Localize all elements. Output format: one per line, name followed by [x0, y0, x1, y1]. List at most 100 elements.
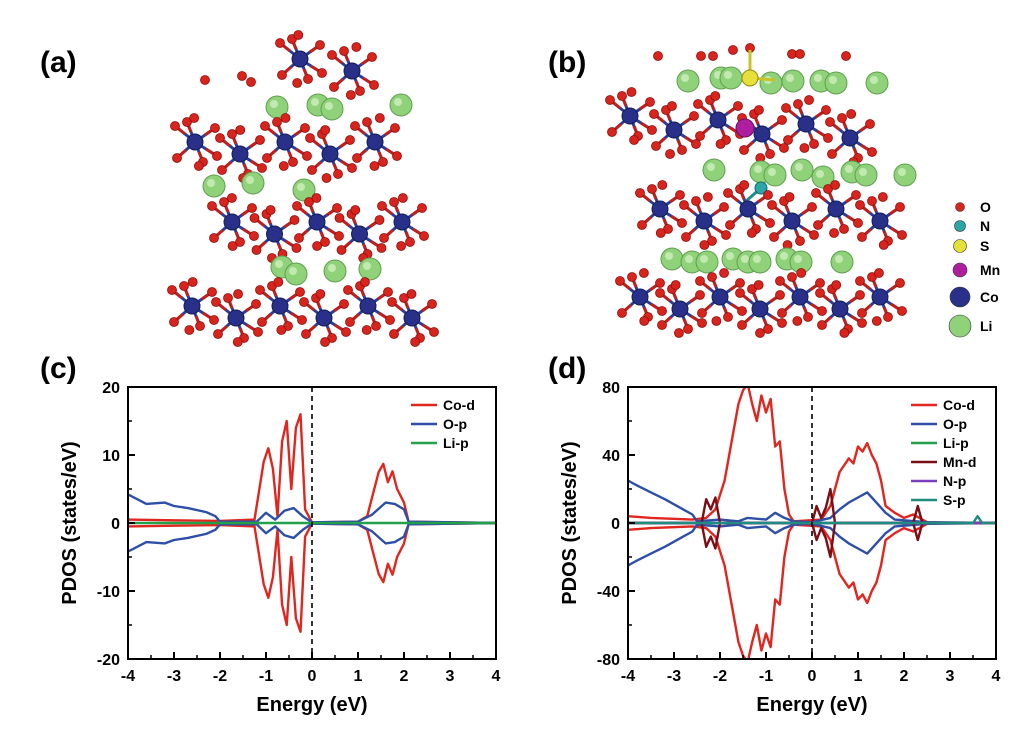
- oxygen-atom: [320, 237, 330, 247]
- oxygen-atom: [737, 306, 747, 316]
- oxygen-atom: [777, 115, 787, 125]
- oxygen-atom: [825, 117, 835, 127]
- oxygen-atom: [211, 297, 221, 307]
- cobalt-atom: [651, 200, 669, 218]
- oxygen-atom: [307, 165, 317, 175]
- oxygen-atom: [169, 317, 179, 327]
- manganese-atom: [735, 118, 755, 138]
- x-tick-label: 4: [492, 668, 501, 685]
- x-tick-label: 1: [854, 668, 863, 685]
- oxygen-atom: [765, 218, 775, 228]
- oxygen-atom: [374, 215, 385, 225]
- oxygen-atom: [626, 87, 637, 97]
- lithium-atom-highlight: [870, 76, 878, 84]
- oxygen-atom: [831, 280, 842, 290]
- series-line-s-p-up: [628, 515, 996, 525]
- oxygen-atom: [213, 329, 223, 339]
- lithium-atom: [241, 171, 265, 195]
- oxygen-atom: [877, 192, 888, 202]
- oxygen-atom: [379, 233, 389, 243]
- oxygen-atom: [655, 278, 665, 288]
- x-tick-label: -3: [667, 668, 681, 685]
- oxygen-atom: [334, 213, 345, 223]
- oxygen-atom: [345, 90, 356, 100]
- oxygen-atom: [897, 306, 907, 316]
- lithium-atom: [323, 259, 347, 283]
- oxygen-atom: [627, 272, 637, 282]
- lithium-atom: [358, 257, 382, 281]
- oxygen-atom: [227, 241, 238, 251]
- oxygen-atom: [253, 327, 263, 337]
- oxygen-atom: [397, 193, 408, 203]
- oxygen-atom: [184, 325, 195, 335]
- cobalt-atom: [631, 288, 649, 306]
- oxygen-atom: [851, 190, 861, 200]
- oxygen-atom: [607, 127, 617, 137]
- x-tick-label: 0: [308, 668, 317, 685]
- lithium-atom-highlight: [829, 76, 837, 84]
- oxygen-atom: [367, 52, 377, 62]
- oxygen-atom: [272, 117, 282, 127]
- lithium-atom: [695, 250, 719, 274]
- oxygen-atom: [195, 321, 205, 331]
- oxygen-atom: [605, 95, 615, 105]
- oxygen-atom: [387, 297, 397, 307]
- oxygen-atom: [693, 99, 703, 109]
- oxygen-atom: [289, 215, 300, 225]
- oxygen-atom: [427, 299, 437, 309]
- lithium-atom: [759, 71, 783, 95]
- oxygen-atom: [249, 231, 259, 241]
- oxygen-atom: [755, 328, 765, 338]
- oxygen-atom: [341, 327, 351, 337]
- oxygen-atom: [227, 129, 237, 139]
- oxygen-atom: [635, 188, 645, 198]
- oxygen-atom: [262, 153, 272, 163]
- oxygen-atom: [803, 312, 813, 322]
- oxygen-atom: [189, 113, 200, 123]
- oxygen-atom: [667, 101, 677, 111]
- oxygen-atom: [219, 197, 229, 207]
- panel-label-a: (a): [40, 46, 77, 79]
- lithium-atom-highlight: [768, 168, 776, 176]
- oxygen-atom: [167, 285, 177, 295]
- oxygen-atom: [675, 190, 685, 200]
- oxygen-atom: [276, 325, 287, 335]
- oxygen-atom: [883, 312, 893, 322]
- oxygen-atom: [637, 220, 647, 230]
- oxygen-atom: [784, 192, 795, 202]
- lithium-atom-highlight: [795, 163, 803, 171]
- oxygen-atom: [897, 230, 907, 240]
- atom-legend-swatch-co: [949, 286, 971, 308]
- lithium-atom-highlight: [246, 176, 254, 184]
- lithium-atom-highlight: [363, 262, 371, 270]
- lithium-atom-highlight: [794, 255, 802, 263]
- oxygen-atom: [777, 308, 787, 318]
- oxygen-atom: [753, 280, 764, 290]
- lithium-atom-highlight: [311, 98, 319, 106]
- y-tick-label: 0: [111, 516, 120, 533]
- oxygen-atom: [795, 49, 805, 59]
- oxygen-atom: [389, 197, 399, 207]
- oxygen-atom: [793, 99, 803, 109]
- legend-label: O-p: [943, 416, 967, 432]
- oxygen-atom: [295, 287, 305, 297]
- oxygen-atom: [249, 213, 260, 223]
- oxygen-atom: [677, 145, 687, 155]
- oxygen-atom: [710, 91, 721, 101]
- oxygen-atom: [260, 121, 270, 131]
- oxygen-atom: [334, 231, 344, 241]
- oxygen-atom: [821, 105, 831, 115]
- cobalt-atom: [343, 62, 361, 80]
- oxygen-atom: [419, 231, 429, 241]
- oxygen-atom: [396, 241, 407, 251]
- oxygen-atom: [711, 316, 722, 326]
- oxygen-atom: [217, 165, 227, 175]
- oxygen-atom: [681, 232, 691, 242]
- lithium-atom-highlight: [685, 255, 693, 263]
- sulfur-atom: [741, 69, 759, 87]
- series-line-co-d-down: [128, 521, 496, 633]
- pdos-chart-d: -4 -3 -2 -1 0 1 2 3 4 -80 -40 0 40 80 Energy (eV) PDOS …: [559, 380, 1001, 716]
- oxygen-atom: [300, 123, 310, 133]
- oxygen-atom: [406, 289, 417, 299]
